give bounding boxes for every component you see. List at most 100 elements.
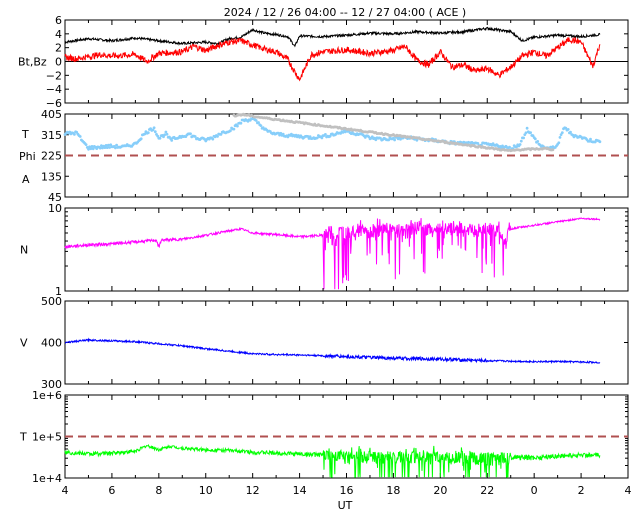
x-tick-label: 20 xyxy=(433,484,447,497)
temperature_phi_panel-point xyxy=(239,121,243,125)
temperature_phi_panel-point xyxy=(114,146,117,150)
y-tick-label: 225 xyxy=(41,150,62,163)
temperature_phi_panel-point xyxy=(107,143,110,147)
temperature_phi_panel-point xyxy=(236,124,239,128)
temperature_phi_panel-point xyxy=(104,144,108,147)
y-tick-label: 45 xyxy=(48,191,62,204)
temperature_phi_panel-point xyxy=(566,127,570,131)
temperature_phi_panel-point xyxy=(139,137,143,141)
temperature_phi_panel-point xyxy=(508,145,511,149)
y-tick-label: 6 xyxy=(55,14,62,27)
y-axis-label: Bt,Bz xyxy=(18,56,47,69)
temperature_phi_panel-point xyxy=(315,136,319,140)
temperature_phi_panel-point xyxy=(193,135,197,138)
x-axis-label: UT xyxy=(338,499,353,512)
y-tick-label: 4 xyxy=(55,28,62,41)
x-tick-label: 22 xyxy=(480,484,494,497)
y-tick-label: 135 xyxy=(41,170,62,183)
y-tick-label: 315 xyxy=(41,129,62,142)
temperature_phi_panel-point xyxy=(569,130,572,134)
temperature_phi_panel-point xyxy=(467,140,470,144)
y-tick-label: 405 xyxy=(41,108,62,121)
y-axis-label: V xyxy=(20,337,28,350)
temperature_phi_panel-point xyxy=(589,137,592,141)
temperature_phi_panel-point xyxy=(163,133,167,137)
x-tick-label: 16 xyxy=(340,484,354,497)
x-tick-label: 18 xyxy=(386,484,400,497)
x-tick-label: 12 xyxy=(246,484,260,497)
x-tick-label: 10 xyxy=(199,484,213,497)
temperature_phi_panel-point xyxy=(522,136,525,140)
temperature_phi_panel-point xyxy=(341,131,345,134)
temperature_phi_panel-point xyxy=(524,131,528,135)
x-tick-label: 8 xyxy=(155,484,162,497)
temperature_phi_panel-point xyxy=(158,136,162,140)
temperature_phi_panel-point xyxy=(108,146,111,149)
temperature_phi_panel-point xyxy=(152,126,156,130)
temperature_phi_panel-point xyxy=(476,142,480,145)
temperature_phi_panel-point xyxy=(518,143,522,146)
temperature_phi_panel-point xyxy=(164,130,168,134)
temperature_phi_panel-point xyxy=(525,126,529,130)
y-axis-label: N xyxy=(20,244,28,257)
temperature_phi_panel-point xyxy=(89,147,93,151)
temperature_phi_panel-point xyxy=(115,143,118,147)
temperature_phi_panel-point xyxy=(91,147,95,151)
temperature_phi_panel-point xyxy=(519,139,523,143)
y-axis-label: T xyxy=(21,128,29,141)
temperature_phi_panel-point xyxy=(151,128,155,132)
y-tick-label: 300 xyxy=(41,378,62,391)
y-tick-label: −4 xyxy=(46,83,62,96)
y-tick-label: 10 xyxy=(48,202,62,215)
temperature_phi_panel-point xyxy=(143,132,147,136)
temperature_phi_panel-point xyxy=(153,130,157,134)
temperature_phi_panel-point xyxy=(189,132,192,136)
temperature_phi_panel-point xyxy=(279,131,283,135)
temperature-line xyxy=(64,444,601,478)
x-tick-label: 4 xyxy=(62,484,69,497)
temperature_phi_panel-point xyxy=(232,127,236,131)
temperature_phi_panel-point xyxy=(254,119,258,122)
temperature_phi_panel-point xyxy=(598,140,602,144)
density-line xyxy=(64,217,601,290)
temperature_phi_panel-point xyxy=(170,139,174,142)
temperature_phi_panel-point xyxy=(529,131,532,135)
temperature_phi_panel-point xyxy=(558,136,562,139)
temperature_phi_panel-point xyxy=(211,137,215,141)
bt-line xyxy=(64,26,601,48)
bz-line xyxy=(64,36,601,82)
chart-title: 2024 / 12 / 26 04:00 -- 12 / 27 04:00 ( … xyxy=(224,6,466,19)
y-axis-label: A xyxy=(22,173,30,186)
temperature_phi_panel-point xyxy=(73,133,76,136)
temperature_phi_panel-point xyxy=(320,136,324,140)
x-tick-label: 2 xyxy=(578,484,585,497)
temperature_phi_panel-point xyxy=(87,147,90,151)
y-tick-label: 500 xyxy=(41,295,62,308)
temperature_phi_panel-point xyxy=(259,124,263,127)
temperature_phi_panel-point xyxy=(229,129,232,133)
y-axis-label: T xyxy=(19,431,27,444)
temperature_phi_panel-point xyxy=(100,144,103,148)
temperature_phi_panel-point xyxy=(306,135,310,138)
temperature_phi_panel-point xyxy=(98,146,102,150)
temperature_phi_panel-point xyxy=(105,146,109,150)
y-tick-label: −2 xyxy=(46,69,62,82)
temperature_phi_panel-point xyxy=(156,134,160,138)
temperature_phi_panel-point xyxy=(90,145,94,148)
temperature_phi_panel-point xyxy=(216,135,219,138)
y-tick-label: 400 xyxy=(41,337,62,350)
x-tick-label: 0 xyxy=(531,484,538,497)
x-tick-label: 14 xyxy=(293,484,307,497)
temperature_phi_panel-point xyxy=(84,143,88,147)
temperature_phi_panel-point xyxy=(393,138,396,142)
y-tick-label: 1e+4 xyxy=(32,472,62,485)
y-tick-label: 1e+6 xyxy=(32,389,62,402)
speed-line xyxy=(64,337,601,365)
temperature_phi_panel-point xyxy=(165,132,169,136)
temperature_phi_panel-point xyxy=(146,131,150,135)
phi-point xyxy=(551,148,555,152)
temperature_phi_panel-point xyxy=(257,121,260,124)
temperature_phi_panel-point xyxy=(536,140,540,143)
